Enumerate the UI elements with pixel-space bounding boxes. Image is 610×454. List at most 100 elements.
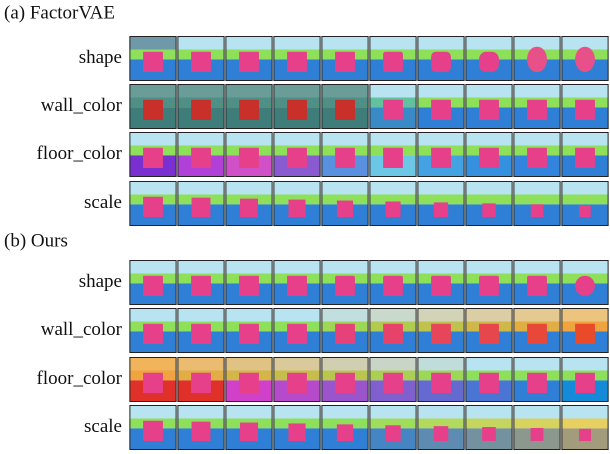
tile-object <box>288 200 305 217</box>
tile-sky <box>177 405 224 419</box>
figure: (a) FactorVAE (b) Ours shapewall_colorfl… <box>0 0 610 454</box>
tile-object <box>527 100 547 120</box>
image-tile <box>129 260 176 305</box>
tile-sky <box>177 132 224 146</box>
tile-sky <box>129 36 176 50</box>
tile-sky <box>561 260 608 274</box>
tile-object <box>337 424 353 441</box>
tile-wall <box>465 419 512 429</box>
tile-object <box>191 276 211 296</box>
tile-object <box>479 100 499 120</box>
image-tile <box>369 308 416 353</box>
image-tile <box>177 36 224 81</box>
tile-object <box>575 324 595 344</box>
tile-object <box>143 197 163 217</box>
tile-object <box>191 100 211 120</box>
tile-object <box>434 202 448 217</box>
tile-object <box>579 205 590 217</box>
image-tile <box>369 260 416 305</box>
image-tile <box>321 405 368 450</box>
tile-object <box>531 204 543 217</box>
row-label: wall_color <box>41 319 123 340</box>
tile-sky <box>273 357 320 371</box>
image-tile <box>321 132 368 177</box>
tile-object <box>192 422 211 441</box>
tile-object <box>335 276 355 296</box>
tile-sky <box>321 84 368 98</box>
tile-wall <box>465 195 512 205</box>
image-tile <box>225 405 272 450</box>
row-label: wall_color <box>41 95 123 116</box>
image-tile <box>417 405 464 450</box>
image-tile <box>417 84 464 129</box>
tile-object <box>143 100 163 120</box>
row-label: floor_color <box>37 143 123 164</box>
tile-object <box>383 373 403 393</box>
image-tile <box>465 36 512 81</box>
image-tile <box>513 405 560 450</box>
tile-sky <box>465 260 512 274</box>
tile-object <box>240 423 258 441</box>
tile-object <box>431 276 451 296</box>
image-tile <box>561 308 608 353</box>
tile-object <box>434 426 449 441</box>
tile-object <box>431 324 451 344</box>
row-label: scale <box>84 416 122 437</box>
tile-sky <box>465 357 512 371</box>
image-tile <box>177 308 224 353</box>
tile-object <box>479 373 499 393</box>
tile-object <box>383 100 403 120</box>
tile-object <box>527 324 547 344</box>
tile-sky <box>369 84 416 98</box>
image-tile <box>465 181 512 226</box>
tile-object <box>240 199 258 217</box>
image-tile <box>561 260 608 305</box>
image-tile <box>321 308 368 353</box>
row-label: shape <box>79 47 122 68</box>
image-tile <box>273 260 320 305</box>
tile-object <box>143 52 163 72</box>
image-tile <box>273 84 320 129</box>
image-tile <box>561 84 608 129</box>
image-tile <box>129 84 176 129</box>
image-tile <box>129 405 176 450</box>
tile-sky <box>417 132 464 146</box>
tile-object <box>479 52 499 72</box>
image-tile <box>177 357 224 402</box>
tile-sky <box>417 181 464 195</box>
tile-sky <box>129 84 176 98</box>
image-tile <box>273 405 320 450</box>
tile-sky <box>561 132 608 146</box>
tile-object <box>431 148 451 168</box>
tile-object <box>239 148 259 168</box>
row-label: scale <box>84 192 122 213</box>
tile-sky <box>321 357 368 371</box>
tile-sky <box>321 36 368 50</box>
tile-object <box>575 47 595 72</box>
tile-sky <box>129 132 176 146</box>
tile-object <box>482 203 495 217</box>
tile-sky <box>369 132 416 146</box>
image-tile <box>369 405 416 450</box>
tile-object <box>239 100 259 120</box>
image-tile <box>417 308 464 353</box>
tile-sky <box>129 181 176 195</box>
image-tile <box>321 181 368 226</box>
tile-sky <box>177 84 224 98</box>
image-tile <box>465 308 512 353</box>
image-tile <box>561 36 608 81</box>
image-tile <box>177 405 224 450</box>
image-tile <box>417 260 464 305</box>
tile-object <box>143 148 163 168</box>
image-tile <box>273 36 320 81</box>
tile-object <box>191 148 211 168</box>
tile-sky <box>513 181 560 195</box>
tile-sky <box>465 308 512 322</box>
tile-sky <box>513 357 560 371</box>
image-tile <box>417 132 464 177</box>
image-tile <box>513 181 560 226</box>
tile-sky <box>273 405 320 419</box>
tile-sky <box>513 84 560 98</box>
tile-sky <box>273 260 320 274</box>
tile-sky <box>177 308 224 322</box>
